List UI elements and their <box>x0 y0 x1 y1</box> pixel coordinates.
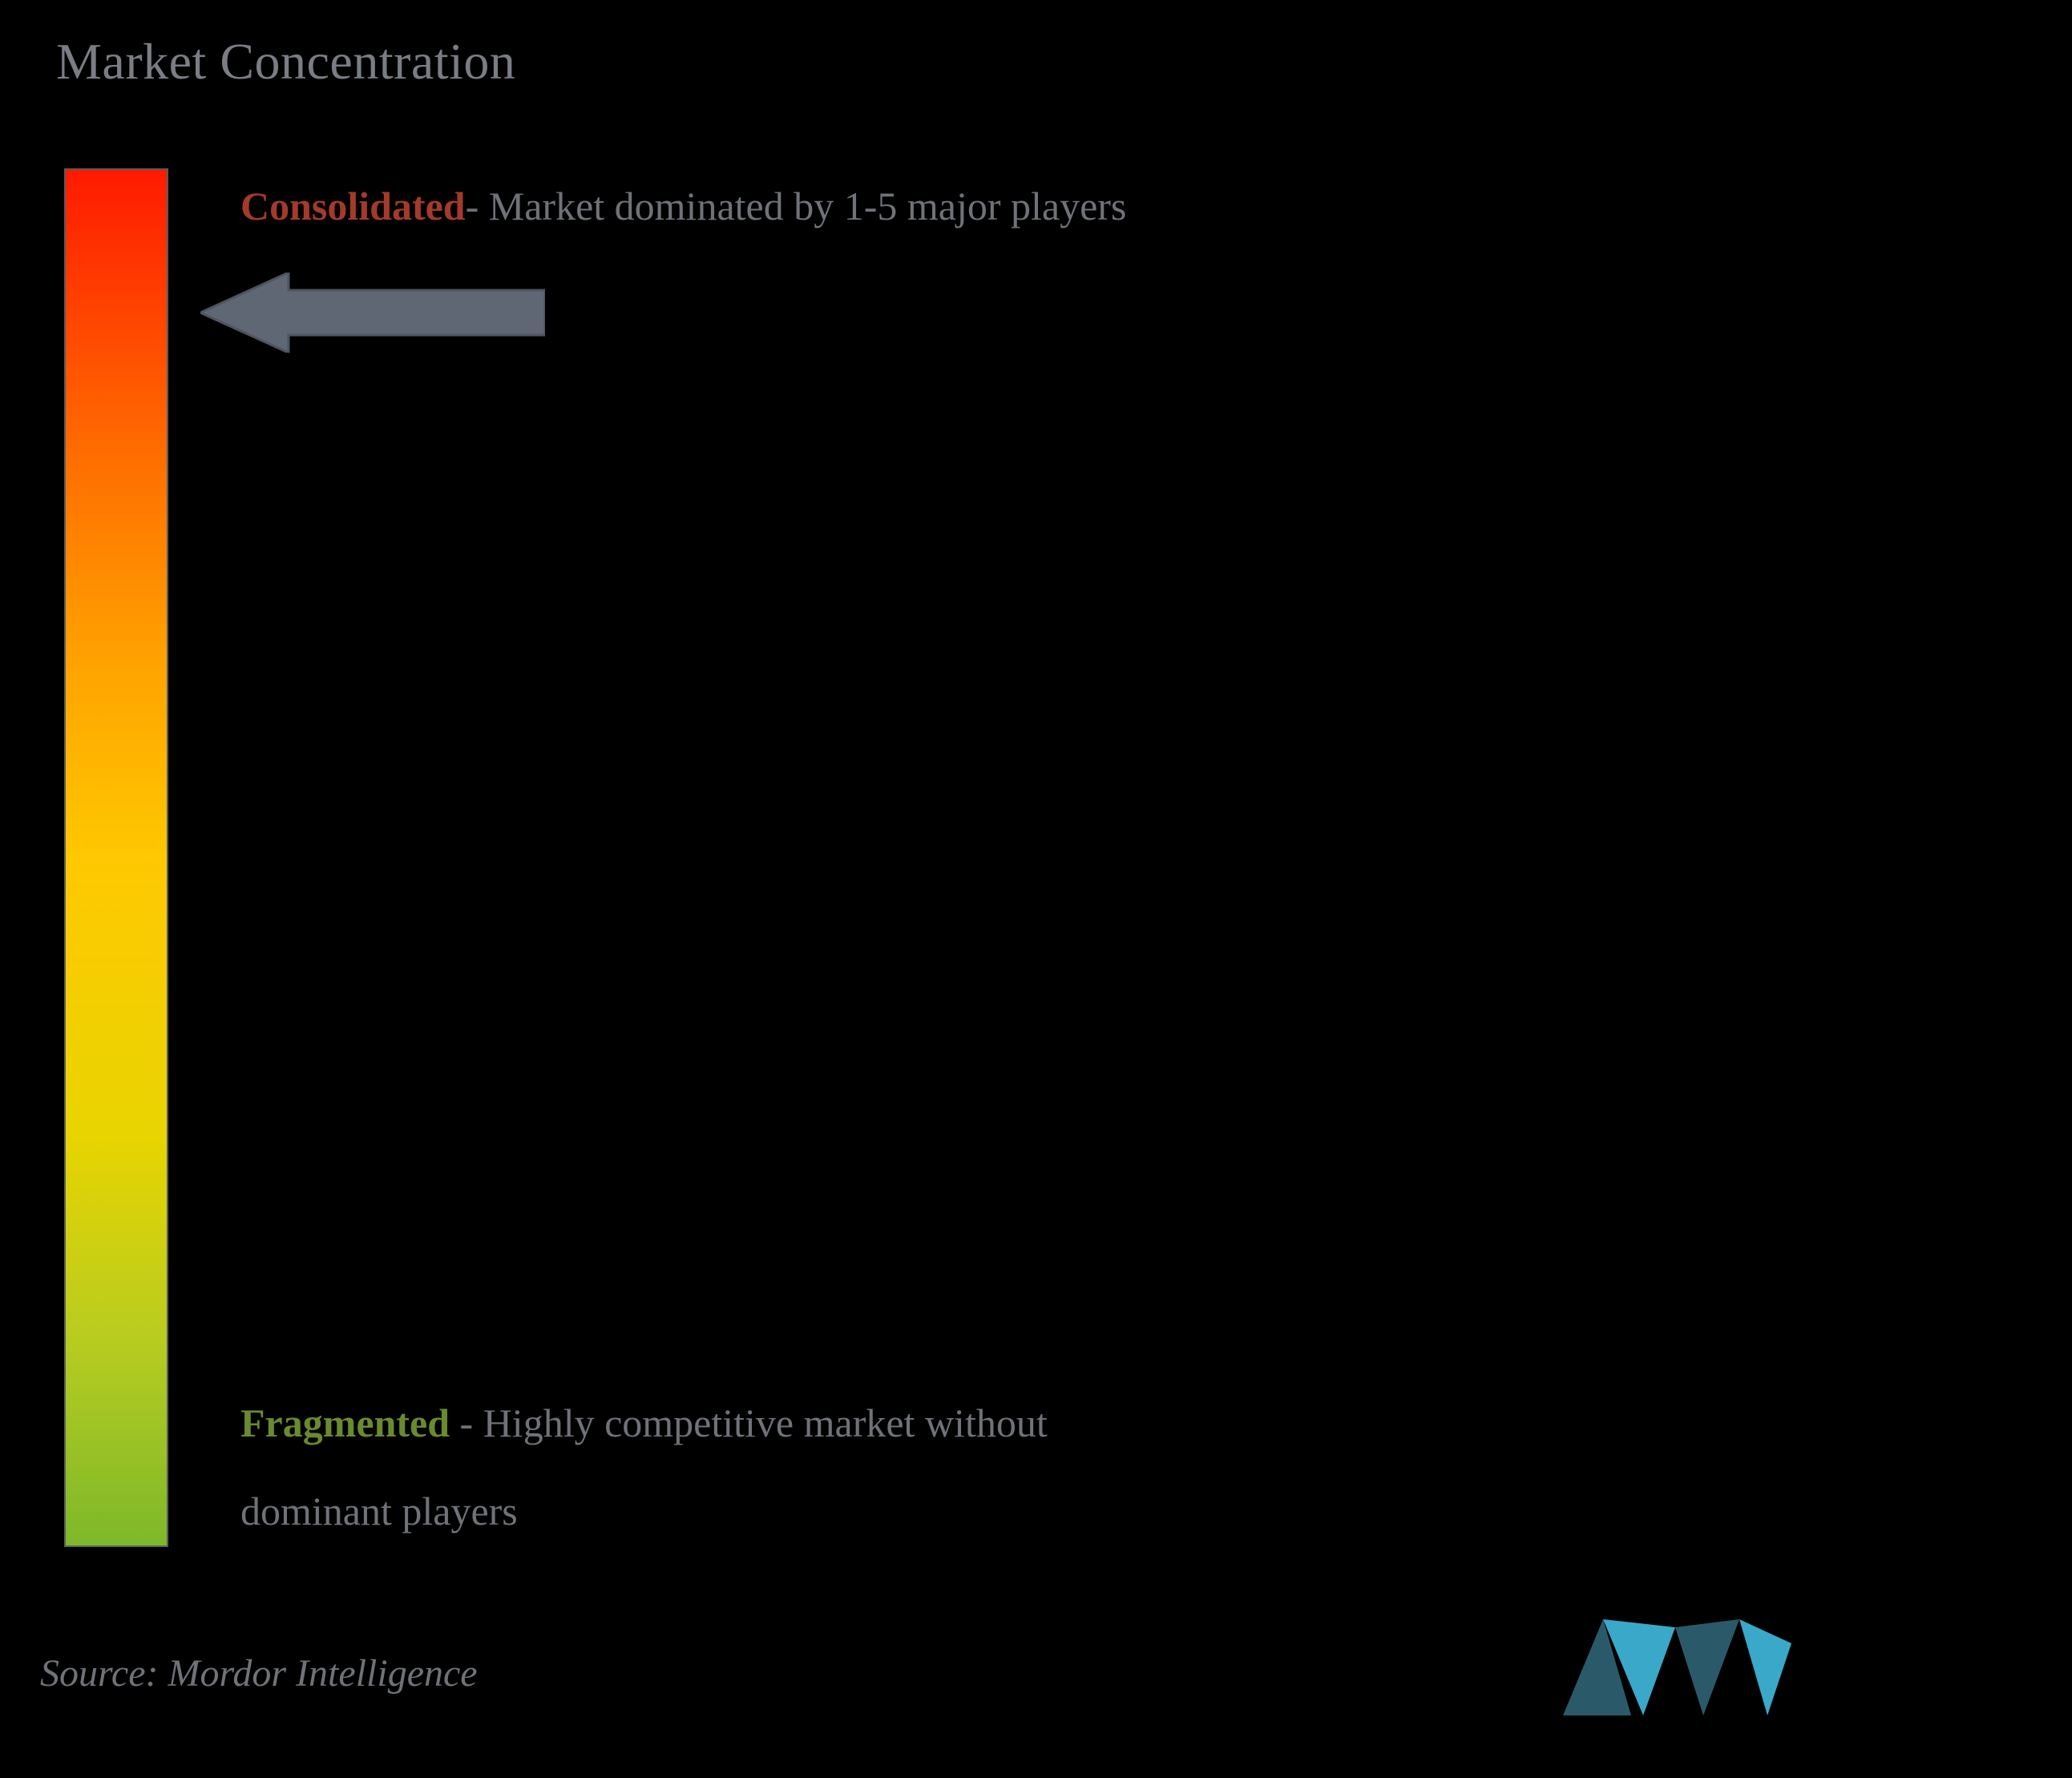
fragmented-label: Fragmented - Highly competitive market w… <box>240 1379 1048 1555</box>
arrow-left-icon <box>200 273 545 353</box>
mordor-logo-icon <box>1555 1603 1795 1723</box>
fragmented-key: Fragmented <box>240 1400 450 1445</box>
concentration-gradient-bar <box>64 168 168 1547</box>
source-text: Mordor Intelligence <box>168 1652 478 1695</box>
infographic-canvas: Market Concentration Consolidated- Marke… <box>0 0 2072 1778</box>
consolidated-label: Consolidated- Market dominated by 1-5 ma… <box>240 176 1126 236</box>
page-title: Market Concentration <box>56 32 515 91</box>
consolidated-desc: - Market dominated by 1-5 major players <box>466 184 1127 228</box>
source-prefix: Source: <box>40 1652 168 1695</box>
source-attribution: Source: Mordor Intelligence <box>40 1651 478 1695</box>
fragmented-desc-line2: dominant players <box>240 1467 1048 1555</box>
consolidated-key: Consolidated <box>240 184 466 228</box>
fragmented-desc-line1: - Highly competitive market without <box>450 1400 1048 1445</box>
mordor-logo <box>1555 1603 1795 1723</box>
indicator-arrow <box>200 273 545 353</box>
